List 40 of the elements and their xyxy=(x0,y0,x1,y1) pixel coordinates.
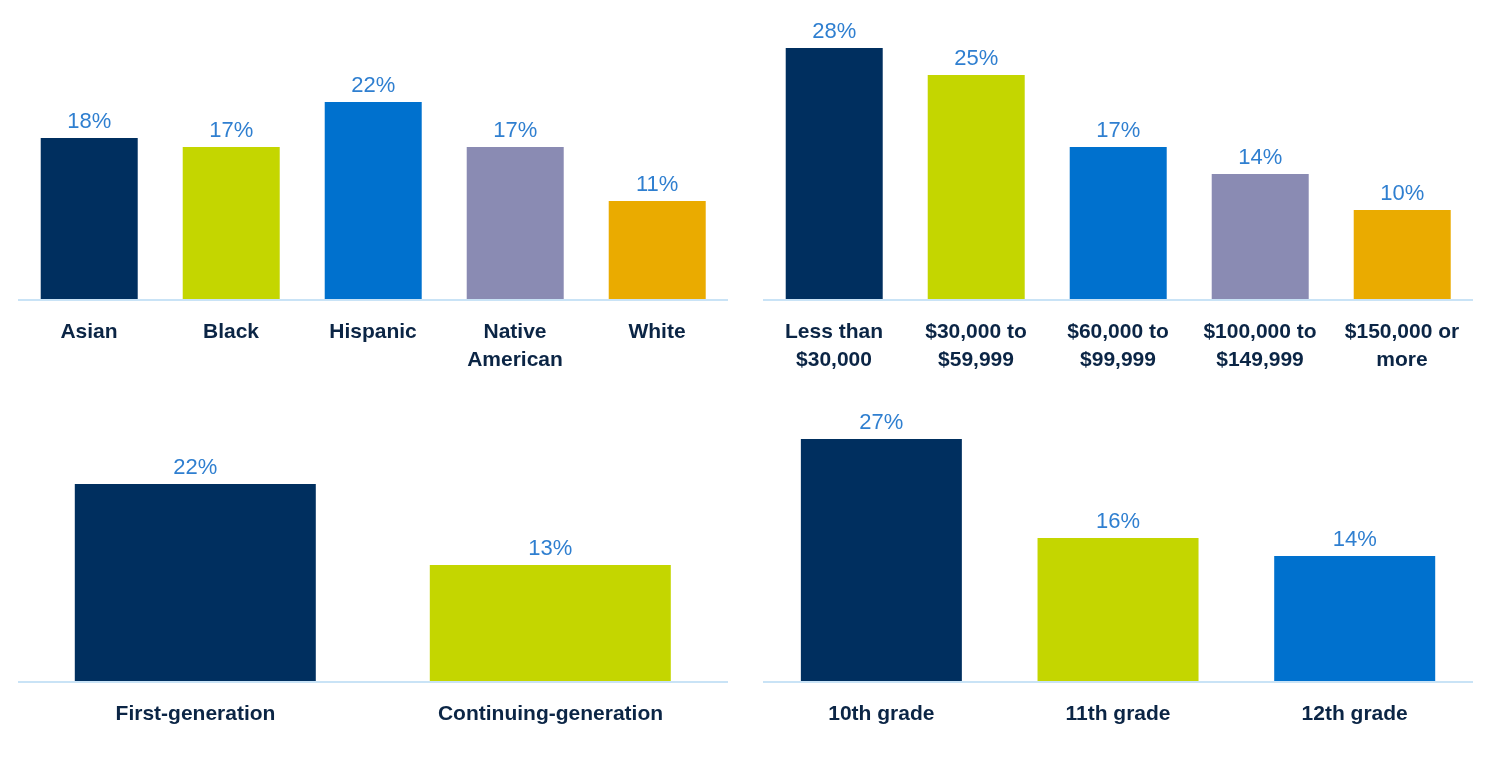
bar xyxy=(466,147,564,300)
x-tick-label: Continuing-generation xyxy=(437,701,664,724)
data-label: 17% xyxy=(493,117,538,142)
bar xyxy=(40,138,138,300)
x-tick-label: 11th grade xyxy=(1065,701,1171,724)
bar xyxy=(927,75,1025,300)
x-tick-label: Asian xyxy=(60,319,118,342)
x-tick-label: 10th grade xyxy=(828,701,935,724)
data-label: 10% xyxy=(1380,180,1425,205)
data-label: 25% xyxy=(954,45,999,70)
x-tick-label: Less than $30,000 xyxy=(784,319,884,370)
data-label: 14% xyxy=(1332,526,1377,551)
bar xyxy=(324,102,422,300)
bar xyxy=(1069,147,1167,300)
x-tick-label: 12th grade xyxy=(1301,701,1408,724)
data-label: 28% xyxy=(812,18,857,43)
data-label: 11% xyxy=(636,171,679,196)
data-label: 18% xyxy=(67,108,112,133)
data-label: 16% xyxy=(1096,508,1141,533)
x-tick-label: Black xyxy=(202,319,260,342)
bar xyxy=(1211,174,1309,300)
bar xyxy=(608,201,706,300)
x-tick-label: First-generation xyxy=(115,701,276,724)
x-tick-label: $100,000 to $149,999 xyxy=(1203,319,1317,370)
data-label: 17% xyxy=(1096,117,1141,142)
x-tick-label: $150,000 or more xyxy=(1344,319,1460,370)
bar xyxy=(1353,210,1451,300)
x-tick-label: Hispanic xyxy=(329,319,418,342)
x-tick-label: Native American xyxy=(467,319,563,370)
x-tick-label: White xyxy=(628,319,686,342)
data-label: 27% xyxy=(859,409,904,434)
x-tick-label: $30,000 to $59,999 xyxy=(925,319,1027,370)
data-label: 22% xyxy=(351,72,396,97)
data-label: 22% xyxy=(173,454,218,479)
bar xyxy=(182,147,280,300)
data-label: 14% xyxy=(1238,144,1283,169)
bar xyxy=(785,48,883,300)
x-tick-label: $60,000 to $99,999 xyxy=(1067,319,1169,370)
data-label: 13% xyxy=(528,535,573,560)
data-label: 17% xyxy=(209,117,254,142)
